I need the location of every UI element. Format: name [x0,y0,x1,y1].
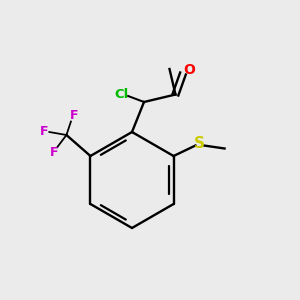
Text: O: O [183,64,195,77]
Text: F: F [50,146,59,160]
Text: Cl: Cl [114,88,129,101]
Text: S: S [194,136,205,152]
Text: F: F [40,125,48,139]
Text: F: F [70,109,78,122]
